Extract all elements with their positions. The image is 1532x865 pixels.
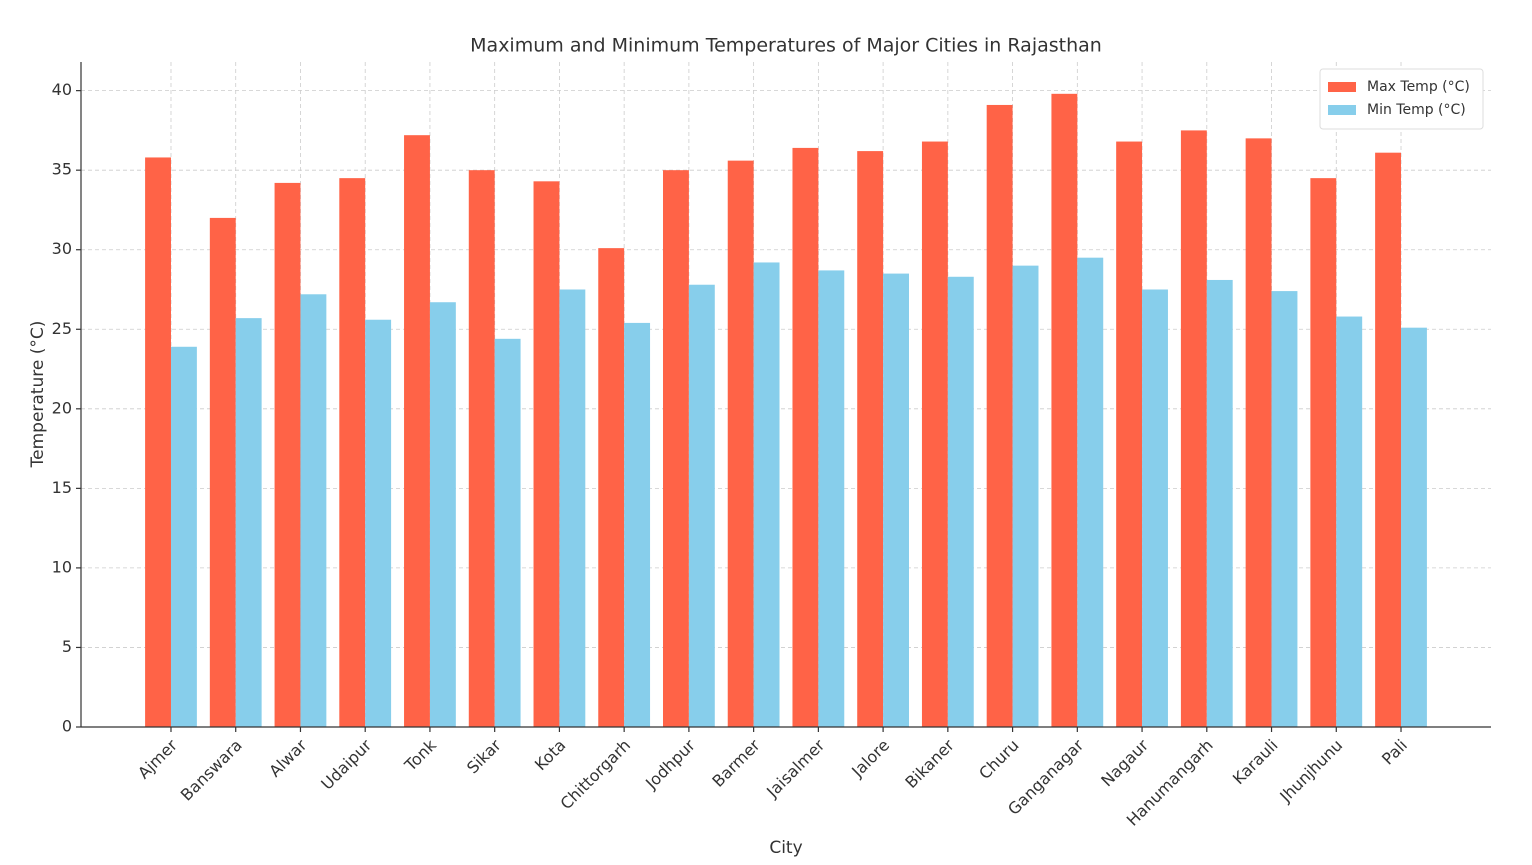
y-tick-label: 15 xyxy=(52,478,72,497)
bar xyxy=(857,151,884,727)
bar xyxy=(986,104,1013,728)
bar xyxy=(468,170,495,727)
bar xyxy=(624,322,651,727)
bar xyxy=(1310,178,1337,728)
bar xyxy=(688,284,715,727)
x-tick-label: Tonk xyxy=(400,735,440,775)
bar xyxy=(1401,327,1427,727)
bar xyxy=(792,147,819,728)
x-tick-label: Pali xyxy=(1378,736,1411,769)
x-tick-label: Kota xyxy=(531,736,570,775)
bar xyxy=(429,302,456,727)
bar xyxy=(1077,257,1104,727)
bar xyxy=(1180,130,1207,728)
bar xyxy=(1206,279,1233,727)
x-tick-label: Barmer xyxy=(708,735,764,791)
y-tick-label: 25 xyxy=(52,319,72,338)
x-tick-label: Jodhpur xyxy=(641,735,699,793)
x-axis-label: City xyxy=(769,838,802,858)
legend-label: Max Temp (°C) xyxy=(1367,79,1470,95)
bar xyxy=(818,270,845,727)
y-tick-label: 0 xyxy=(62,717,72,736)
bar xyxy=(921,141,948,727)
x-tick-label: Banswara xyxy=(177,736,246,805)
bar xyxy=(947,276,974,727)
bar xyxy=(1051,93,1078,728)
bar xyxy=(365,319,392,727)
x-tick-label: Udaipur xyxy=(317,735,375,793)
bar xyxy=(170,346,197,727)
x-tick-label: Churu xyxy=(975,736,1022,783)
bar xyxy=(1336,316,1363,727)
bar xyxy=(1271,291,1298,727)
legend-label: Min Temp (°C) xyxy=(1367,102,1466,118)
bar xyxy=(494,338,521,727)
legend-swatch xyxy=(1328,82,1356,92)
x-tick-label: Jaisalmer xyxy=(762,735,828,801)
y-tick-label: 20 xyxy=(52,398,72,417)
bar xyxy=(598,248,625,728)
bar xyxy=(300,294,327,727)
bar xyxy=(753,262,780,727)
bar xyxy=(533,181,560,727)
x-tick-label: Nagaur xyxy=(1097,735,1152,790)
bar xyxy=(404,135,430,727)
bar xyxy=(145,157,171,728)
bar xyxy=(235,318,262,727)
x-tick-label: Karauli xyxy=(1229,736,1282,789)
bar xyxy=(1012,265,1039,727)
bar xyxy=(727,160,754,728)
x-tick-label: Jhunjhunu xyxy=(1275,736,1346,807)
bar xyxy=(559,289,586,727)
chart-title: Maximum and Minimum Temperatures of Majo… xyxy=(470,35,1102,57)
bar xyxy=(209,217,236,727)
x-tick-label: Chittorgarh xyxy=(557,736,635,814)
y-axis-label: Temperature (°C) xyxy=(28,321,48,469)
legend-swatch xyxy=(1328,105,1356,115)
bar xyxy=(274,182,301,728)
y-tick-label: 40 xyxy=(52,80,72,99)
bar xyxy=(1375,152,1402,727)
bar xyxy=(1245,138,1272,727)
legend-box xyxy=(1319,68,1484,130)
y-tick-label: 10 xyxy=(52,557,72,576)
x-tick-label: Jalore xyxy=(847,736,893,782)
x-tick-label: Bikaner xyxy=(901,735,958,792)
bar xyxy=(1116,141,1143,727)
bar xyxy=(1142,289,1168,727)
y-tick-label: 5 xyxy=(62,637,72,656)
y-tick-label: 30 xyxy=(52,239,72,258)
bar xyxy=(883,273,910,727)
bar xyxy=(662,170,689,727)
bar xyxy=(339,178,366,728)
x-tick-label: Alwar xyxy=(265,735,310,780)
x-tick-label: Sikar xyxy=(463,735,505,777)
x-tick-label: Ajmer xyxy=(134,735,181,782)
y-tick-label: 35 xyxy=(52,160,72,179)
